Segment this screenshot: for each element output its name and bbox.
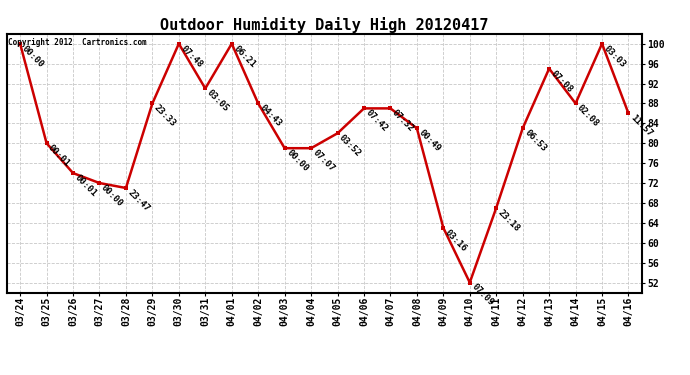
Text: 11:57: 11:57 [629, 113, 654, 139]
Text: 07:42: 07:42 [364, 108, 389, 134]
Text: 03:16: 03:16 [444, 228, 469, 253]
Text: 06:21: 06:21 [232, 44, 257, 69]
Title: Outdoor Humidity Daily High 20120417: Outdoor Humidity Daily High 20120417 [160, 16, 489, 33]
Text: 04:43: 04:43 [258, 104, 284, 129]
Text: 23:18: 23:18 [496, 208, 522, 233]
Text: 07:07: 07:07 [311, 148, 337, 174]
Text: Copyright 2012  Cartronics.com: Copyright 2012 Cartronics.com [8, 38, 147, 46]
Text: 03:03: 03:03 [602, 44, 627, 69]
Text: 00:01: 00:01 [73, 173, 99, 198]
Text: 00:00: 00:00 [20, 44, 46, 69]
Text: 07:32: 07:32 [391, 108, 416, 134]
Text: 07:08: 07:08 [549, 69, 575, 94]
Text: 00:00: 00:00 [284, 148, 310, 174]
Text: 07:48: 07:48 [179, 44, 204, 69]
Text: 03:52: 03:52 [337, 133, 363, 159]
Text: 00:00: 00:00 [99, 183, 125, 209]
Text: 06:53: 06:53 [523, 128, 548, 154]
Text: 00:49: 00:49 [417, 128, 442, 154]
Text: 23:47: 23:47 [126, 188, 151, 213]
Text: 07:09: 07:09 [470, 282, 495, 308]
Text: 00:01: 00:01 [47, 143, 72, 169]
Text: 03:05: 03:05 [206, 88, 230, 114]
Text: 02:08: 02:08 [575, 104, 601, 129]
Text: 23:33: 23:33 [152, 104, 178, 129]
